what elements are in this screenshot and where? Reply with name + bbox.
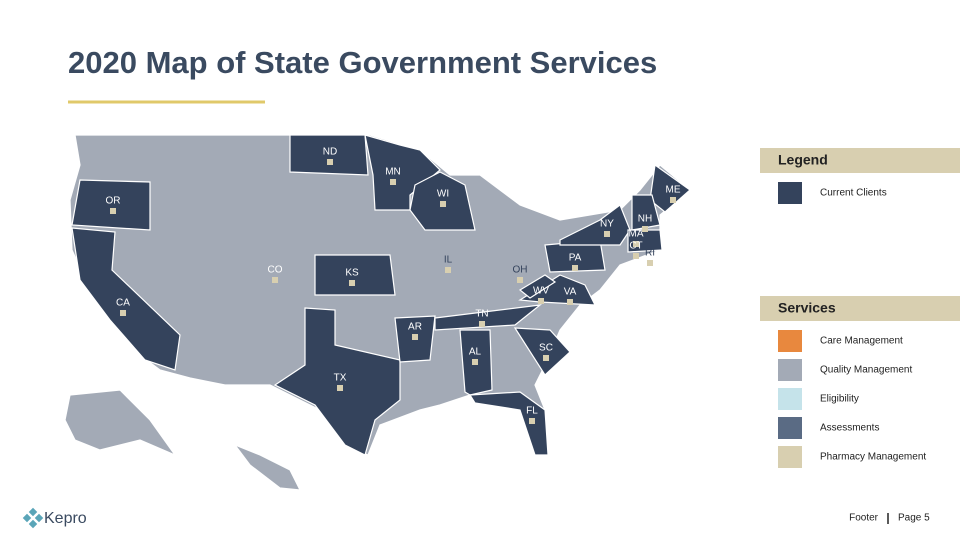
us-map bbox=[64, 134, 691, 491]
state-label: IL bbox=[444, 255, 453, 266]
hawaii bbox=[233, 443, 302, 491]
service-marker bbox=[538, 298, 544, 304]
state-label: TX bbox=[334, 373, 347, 384]
state-label: SC bbox=[539, 343, 553, 354]
service-marker bbox=[543, 355, 549, 361]
service-marker bbox=[472, 359, 478, 365]
service-marker bbox=[642, 226, 648, 232]
state-label: CA bbox=[116, 298, 130, 309]
state-label: FL bbox=[526, 406, 538, 417]
state bbox=[649, 163, 691, 213]
legend-title: Legend bbox=[778, 152, 828, 168]
service-marker bbox=[529, 418, 535, 424]
service-swatch bbox=[778, 359, 802, 381]
state bbox=[289, 134, 369, 176]
service-label: Eligibility bbox=[820, 394, 859, 405]
service-swatch bbox=[778, 446, 802, 468]
state-label: WV bbox=[533, 286, 549, 297]
state bbox=[518, 274, 557, 299]
state bbox=[434, 304, 543, 331]
logo: Kepro bbox=[22, 507, 87, 529]
service-marker bbox=[670, 197, 676, 203]
state bbox=[71, 179, 151, 231]
state-label: PA bbox=[569, 253, 582, 264]
state-label: CO bbox=[268, 265, 283, 276]
state-label: MA bbox=[629, 229, 644, 240]
services-header bbox=[760, 296, 960, 321]
state-label: AR bbox=[408, 322, 422, 333]
legend-swatch bbox=[778, 182, 802, 204]
state-label: AL bbox=[469, 347, 482, 358]
state-label: WI bbox=[437, 189, 449, 200]
service-label: Quality Management bbox=[820, 365, 912, 376]
service-marker bbox=[517, 277, 523, 283]
state bbox=[71, 227, 181, 371]
state bbox=[513, 327, 571, 376]
state bbox=[518, 274, 596, 306]
state bbox=[468, 391, 549, 456]
legend-header bbox=[760, 148, 960, 173]
service-marker bbox=[272, 277, 278, 283]
state-label: NH bbox=[638, 214, 652, 225]
service-marker bbox=[440, 201, 446, 207]
legend-label: Current Clients bbox=[820, 188, 887, 199]
service-label: Assessments bbox=[820, 423, 879, 434]
service-marker bbox=[445, 267, 451, 273]
service-swatch bbox=[778, 330, 802, 352]
service-marker bbox=[479, 321, 485, 327]
state bbox=[631, 194, 661, 231]
alaska bbox=[64, 389, 177, 457]
service-marker bbox=[120, 310, 126, 316]
service-marker bbox=[633, 241, 639, 247]
state-label: TN bbox=[475, 309, 488, 320]
service-marker bbox=[412, 334, 418, 340]
service-marker bbox=[390, 179, 396, 185]
service-marker bbox=[349, 280, 355, 286]
state-label: ME bbox=[666, 185, 681, 196]
legend: Current Clients Care Management Quality Ma… bbox=[778, 182, 926, 468]
state-label: NY bbox=[600, 219, 614, 230]
state-label: KS bbox=[345, 268, 359, 279]
state-label: CT bbox=[629, 241, 642, 252]
state-label: RI bbox=[645, 248, 655, 259]
service-marker bbox=[567, 299, 573, 305]
state-label: ND bbox=[323, 147, 337, 158]
brand: Kepro bbox=[44, 510, 87, 527]
slide-title: 2020 Map of State Government Services bbox=[68, 45, 657, 80]
state bbox=[273, 307, 401, 456]
service-marker bbox=[327, 159, 333, 165]
page-number: Page 5 bbox=[898, 513, 930, 524]
service-marker bbox=[633, 253, 639, 259]
service-label: Care Management bbox=[820, 336, 903, 347]
state-label: MN bbox=[385, 167, 401, 178]
service-swatch bbox=[778, 388, 802, 410]
service-label: Pharmacy Management bbox=[820, 452, 926, 463]
footer-text: Footer bbox=[849, 513, 879, 524]
state-label: OH bbox=[513, 265, 528, 276]
service-marker bbox=[337, 385, 343, 391]
service-marker bbox=[647, 260, 653, 266]
state-label: VA bbox=[564, 287, 577, 298]
state bbox=[364, 134, 441, 211]
service-marker bbox=[604, 231, 610, 237]
services-title: Services bbox=[778, 300, 836, 316]
service-marker bbox=[572, 265, 578, 271]
state-label: OR bbox=[106, 196, 121, 207]
service-swatch bbox=[778, 417, 802, 439]
service-marker bbox=[110, 208, 116, 214]
state bbox=[314, 254, 396, 296]
